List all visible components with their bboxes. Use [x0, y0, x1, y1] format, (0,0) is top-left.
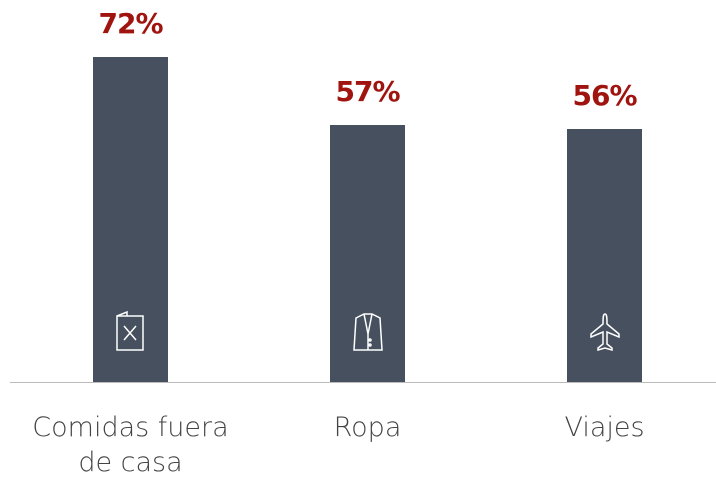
value-label: 72% — [98, 7, 163, 40]
category-label: Ropa — [333, 412, 402, 443]
value-label: 56% — [572, 79, 637, 113]
baseline — [10, 382, 716, 383]
bar — [93, 57, 168, 382]
icon — [115, 310, 144, 351]
value-label: 57% — [335, 74, 400, 108]
icon — [352, 313, 383, 351]
icon — [589, 313, 620, 351]
category-label: Viajes — [564, 412, 645, 443]
category-label: Comidas fuera de casa — [32, 412, 229, 478]
bar — [567, 129, 642, 382]
